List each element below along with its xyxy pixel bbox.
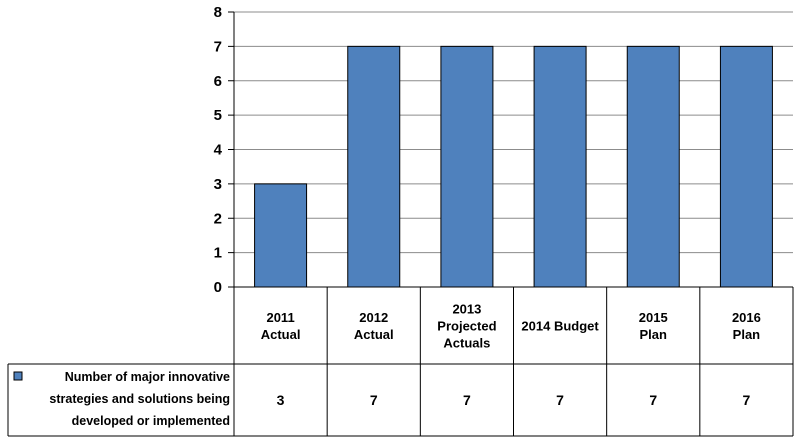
x-category-label: 2013 Projected Actuals [437, 302, 496, 351]
y-axis-tick-labels: 0 1 2 3 4 5 6 7 8 [214, 4, 223, 296]
bar [719, 45, 773, 288]
y-tick-label: 8 [214, 4, 222, 21]
y-tick-label: 3 [214, 176, 222, 193]
y-tick-label: 2 [214, 210, 222, 227]
legend-swatch [13, 371, 23, 381]
bar [254, 183, 308, 288]
data-table: 2011 Actual 3 2012 Actual 7 2013 Projected Actua… [7, 287, 794, 437]
table-value: 7 [556, 392, 564, 408]
bar [626, 45, 680, 288]
x-category-label: 2015 Plan [639, 310, 668, 342]
table-value: 3 [277, 392, 285, 408]
legend-label: Number of major innovative strategies and… [49, 370, 230, 428]
x-category-label: 2016 Plan [732, 310, 761, 342]
y-tick-label: 0 [214, 279, 222, 296]
axes [228, 11, 793, 436]
table-value: 7 [743, 392, 751, 408]
gridlines [234, 11, 793, 254]
table-value: 7 [463, 392, 471, 408]
table-value: 7 [649, 392, 657, 408]
bar [347, 45, 401, 288]
x-category-label: 2011 Actual [261, 310, 301, 342]
x-category-label: 2014 Budget [521, 319, 599, 334]
y-tick-label: 7 [214, 38, 222, 55]
bar [533, 45, 587, 288]
y-tick-label: 5 [214, 107, 222, 124]
y-tick-label: 6 [214, 73, 222, 90]
y-tick-label: 4 [214, 142, 223, 159]
table-value: 7 [370, 392, 378, 408]
bar-series [254, 45, 773, 288]
y-tick-label: 1 [214, 245, 222, 262]
bar [440, 45, 494, 288]
x-category-label: 2012 Actual [354, 310, 394, 342]
